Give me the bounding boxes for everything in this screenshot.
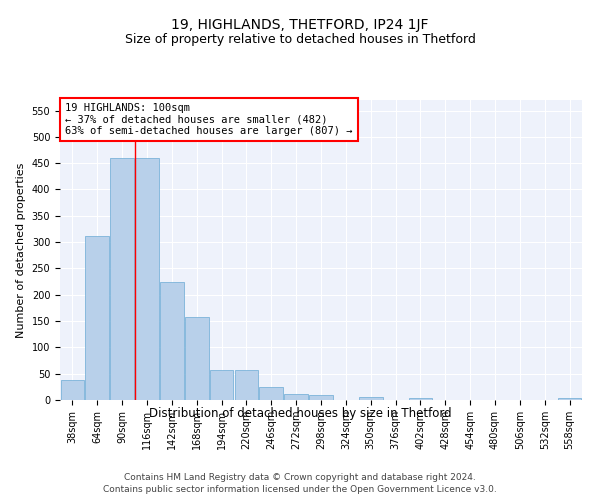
Text: Distribution of detached houses by size in Thetford: Distribution of detached houses by size … xyxy=(149,408,451,420)
Bar xyxy=(359,397,383,400)
Bar xyxy=(235,370,258,400)
Bar xyxy=(85,236,109,400)
Bar xyxy=(185,317,209,400)
Text: Size of property relative to detached houses in Thetford: Size of property relative to detached ho… xyxy=(125,32,475,46)
Text: 19 HIGHLANDS: 100sqm
← 37% of detached houses are smaller (482)
63% of semi-deta: 19 HIGHLANDS: 100sqm ← 37% of detached h… xyxy=(65,103,353,136)
Bar xyxy=(309,396,333,400)
Bar xyxy=(135,158,159,400)
Bar xyxy=(558,398,581,400)
Bar xyxy=(61,380,84,400)
Bar xyxy=(284,394,308,400)
Bar xyxy=(409,398,432,400)
Bar xyxy=(110,158,134,400)
Bar xyxy=(259,387,283,400)
Y-axis label: Number of detached properties: Number of detached properties xyxy=(16,162,26,338)
Bar xyxy=(160,282,184,400)
Text: Contains public sector information licensed under the Open Government Licence v3: Contains public sector information licen… xyxy=(103,485,497,494)
Text: Contains HM Land Registry data © Crown copyright and database right 2024.: Contains HM Land Registry data © Crown c… xyxy=(124,472,476,482)
Text: 19, HIGHLANDS, THETFORD, IP24 1JF: 19, HIGHLANDS, THETFORD, IP24 1JF xyxy=(171,18,429,32)
Bar xyxy=(210,370,233,400)
